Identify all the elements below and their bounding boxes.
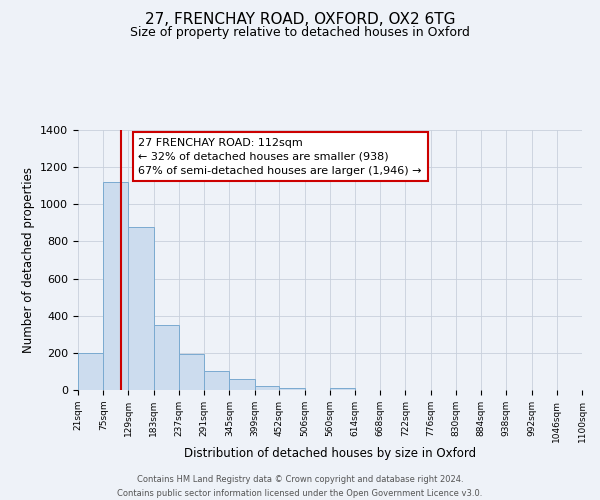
Bar [128, 226, 154, 390]
Text: Size of property relative to detached houses in Oxford: Size of property relative to detached ho… [130, 26, 470, 39]
Text: 27, FRENCHAY ROAD, OXFORD, OX2 6TG: 27, FRENCHAY ROAD, OXFORD, OX2 6TG [145, 12, 455, 28]
Bar [254, 386, 280, 390]
Bar [78, 353, 103, 390]
Bar [229, 380, 254, 390]
Bar [204, 372, 229, 390]
Bar [154, 325, 179, 390]
Bar [280, 388, 305, 390]
X-axis label: Distribution of detached houses by size in Oxford: Distribution of detached houses by size … [184, 448, 476, 460]
Y-axis label: Number of detached properties: Number of detached properties [22, 167, 35, 353]
Text: 27 FRENCHAY ROAD: 112sqm
← 32% of detached houses are smaller (938)
67% of semi-: 27 FRENCHAY ROAD: 112sqm ← 32% of detach… [139, 138, 422, 176]
Text: Contains HM Land Registry data © Crown copyright and database right 2024.
Contai: Contains HM Land Registry data © Crown c… [118, 476, 482, 498]
Bar [103, 182, 128, 390]
Bar [179, 354, 204, 390]
Bar [330, 388, 355, 390]
